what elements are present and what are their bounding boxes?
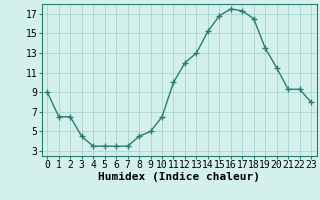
X-axis label: Humidex (Indice chaleur): Humidex (Indice chaleur)	[98, 172, 260, 182]
